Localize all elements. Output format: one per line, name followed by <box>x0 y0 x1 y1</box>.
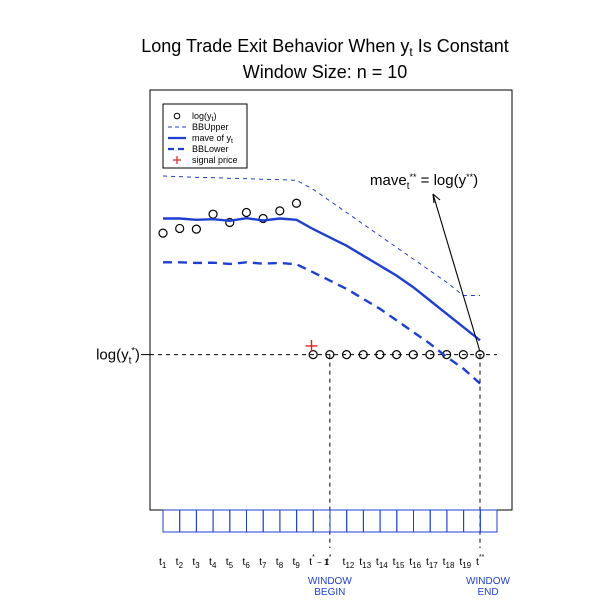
window-bar <box>446 509 465 533</box>
x-tick-label: t* − 1 <box>309 554 329 568</box>
x-tick-label: t12 <box>343 556 355 570</box>
legend-entry: log(yt) <box>173 111 216 123</box>
signal-price-mark <box>305 339 318 352</box>
log-y-point <box>291 198 302 208</box>
window-bar <box>162 509 181 533</box>
window-bar <box>479 509 498 533</box>
window-bar <box>429 509 448 533</box>
x-tick-label: t1 <box>159 556 167 570</box>
window-bar <box>413 509 431 533</box>
legend-label: log(yt) <box>192 111 216 123</box>
window-bar <box>346 509 364 533</box>
plot-layer: log(yt*) <box>96 175 497 548</box>
window-bar <box>396 509 414 533</box>
log-y-point <box>258 213 268 224</box>
log-y-point <box>191 224 201 234</box>
log-y-label: log(yt*) <box>96 346 140 367</box>
bb-upper-line <box>162 175 480 297</box>
x-tick-label: t19 <box>459 556 471 570</box>
series-3 <box>163 261 481 385</box>
legend-entry: BBUpper <box>168 122 229 132</box>
series-2 <box>163 216 481 342</box>
log-y-point <box>225 217 235 228</box>
x-tick-label: t** <box>476 554 485 568</box>
legend-entry: BBLower <box>168 144 229 154</box>
legend-label: BBLower <box>192 144 229 154</box>
series-1 <box>162 175 480 297</box>
log-y-point <box>458 350 468 360</box>
window-bars <box>162 509 498 533</box>
window-bar <box>262 509 281 533</box>
window-bar <box>362 509 381 533</box>
log-y-point <box>175 223 185 234</box>
window-begin-label-2: BEGIN <box>314 587 345 598</box>
window-bar <box>212 509 231 533</box>
annotations: mavet** = log(y**) <box>370 172 481 352</box>
x-tick-labels: t1 t2 t3 t4 t5 t6 t7 t8 t9 t* − 1t* t12 t13 t14 t15 t1… <box>159 554 510 598</box>
legend-entry: mave of yt <box>168 133 233 145</box>
mave-line <box>163 216 481 342</box>
log-y-point <box>158 228 168 238</box>
x-tick-label: t4 <box>209 556 217 570</box>
x-tick-label: t* <box>326 554 332 568</box>
window-bar <box>329 509 348 533</box>
x-tick-label: t18 <box>443 556 455 570</box>
x-tick-label: t14 <box>376 556 388 570</box>
legend-label: BBUpper <box>192 122 229 132</box>
window-bar <box>379 509 398 533</box>
x-tick-label: t3 <box>192 556 200 570</box>
series-0 <box>158 198 485 360</box>
window-bar <box>296 509 314 533</box>
legend-label: mave of yt <box>192 133 233 145</box>
series-4 <box>305 339 318 352</box>
x-tick-label: t6 <box>242 556 250 570</box>
window-begin-label: WINDOW <box>308 576 352 587</box>
bb-lower-line <box>163 261 481 385</box>
annotation-arrow <box>432 193 481 352</box>
window-bar <box>279 509 298 533</box>
x-tick-label: t8 <box>276 556 284 570</box>
window-bar <box>229 509 248 533</box>
window-bar <box>246 509 264 533</box>
chart-title-line2: Window Size: n = 10 <box>243 62 408 82</box>
annotation-label: mavet** = log(y**) <box>370 172 478 192</box>
log-y-point <box>208 209 218 219</box>
x-tick-label: t5 <box>226 556 234 570</box>
window-end-label: WINDOW <box>466 576 510 587</box>
x-tick-label: t15 <box>393 556 405 570</box>
chart-title-line1: Long Trade Exit Behavior When yt Is Cons… <box>141 36 509 59</box>
x-tick-label: t13 <box>359 556 371 570</box>
x-tick-label: t7 <box>259 556 267 570</box>
log-y-point <box>241 207 252 218</box>
window-end-label-2: END <box>477 587 498 598</box>
window-bar <box>179 509 197 533</box>
x-tick-label: t16 <box>409 556 421 570</box>
x-tick-label: t9 <box>292 556 300 570</box>
legend-entry: signal price <box>173 155 238 165</box>
legend-label: signal price <box>192 155 238 165</box>
annotation-arrow-head <box>432 193 441 204</box>
x-tick-label: t2 <box>176 556 184 570</box>
window-bar <box>195 509 214 533</box>
log-y-point <box>275 206 285 216</box>
window-bar <box>312 509 331 533</box>
window-bar <box>463 509 481 533</box>
log-y-point <box>308 350 318 360</box>
x-tick-label: t17 <box>426 556 438 570</box>
